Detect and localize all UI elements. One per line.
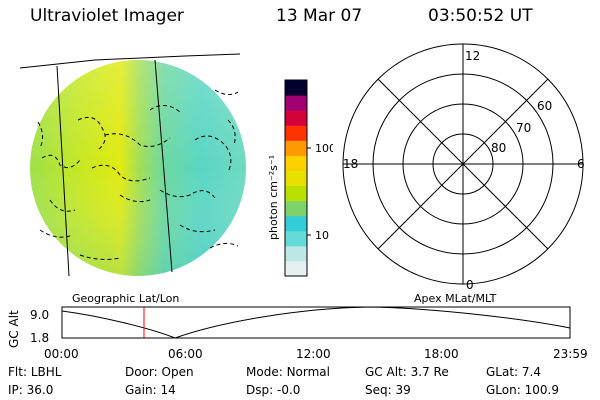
uv-earth-image bbox=[19, 53, 246, 277]
colorbar-band bbox=[285, 155, 307, 171]
orbit-ytick-9: 9.0 bbox=[30, 308, 49, 322]
longitude-lines bbox=[19, 53, 241, 277]
lat-label-70: 70 bbox=[516, 121, 531, 135]
orbit-xtick-2359: 23:59 bbox=[553, 347, 588, 361]
orbit-altitude-plot: GC Alt 9.0 1.8 00:00 06:00 12:00 18:00 2… bbox=[7, 306, 588, 361]
colorbar-label: photon cm⁻²s⁻¹ bbox=[267, 155, 280, 240]
colorbar-band bbox=[285, 260, 307, 277]
info-dsp: Dsp: -0.0 bbox=[246, 383, 301, 397]
lat-label-80: 80 bbox=[491, 141, 506, 155]
colorbar-band bbox=[285, 110, 307, 126]
orbit-xtick-1200: 12:00 bbox=[296, 347, 331, 361]
colorbar-band bbox=[285, 80, 307, 96]
colorbar-band bbox=[285, 230, 307, 247]
orbit-xtick-1800: 18:00 bbox=[424, 347, 459, 361]
altitude-curve bbox=[61, 306, 571, 339]
orbit-xtick-0000: 00:00 bbox=[44, 347, 79, 361]
lat-label-60: 60 bbox=[537, 99, 552, 113]
info-glat: GLat: 7.4 bbox=[486, 365, 542, 379]
observation-time: 03:50:52 UT bbox=[428, 6, 533, 26]
info-mode: Mode: Normal bbox=[246, 365, 330, 379]
info-seq: Seq: 39 bbox=[365, 383, 411, 397]
info-gc-alt: GC Alt: 3.7 Re bbox=[365, 365, 449, 379]
info-gain: Gain: 14 bbox=[125, 383, 176, 397]
colorbar-band bbox=[285, 125, 307, 141]
colorbar-tick-10: 10 bbox=[315, 229, 329, 242]
mlt-label-6: 6 bbox=[577, 157, 585, 171]
colorbar: 100 10 photon cm⁻²s⁻¹ bbox=[267, 79, 333, 277]
colorbar-bands bbox=[285, 80, 307, 277]
orbit-ylabel: GC Alt bbox=[7, 310, 21, 348]
colorbar-band bbox=[285, 245, 307, 262]
colorbar-band bbox=[285, 185, 307, 202]
info-door: Door: Open bbox=[125, 365, 194, 379]
geographic-label: Geographic Lat/Lon bbox=[72, 292, 180, 305]
page-title: Ultraviolet Imager bbox=[30, 6, 184, 26]
colorbar-band bbox=[285, 215, 307, 232]
colorbar-ticks bbox=[307, 147, 311, 236]
colorbar-band bbox=[285, 95, 307, 111]
orbit-frame bbox=[61, 306, 571, 339]
mlt-label-12: 12 bbox=[465, 49, 480, 63]
colorbar-band bbox=[285, 200, 307, 217]
colorbar-tick-100: 100 bbox=[315, 142, 333, 155]
observation-date: 13 Mar 07 bbox=[276, 6, 363, 26]
orbit-ytick-1-8: 1.8 bbox=[30, 331, 49, 345]
orbit-xtick-0600: 06:00 bbox=[168, 347, 203, 361]
mlt-label-18: 18 bbox=[343, 157, 358, 171]
info-flt: Flt: LBHL bbox=[8, 365, 62, 379]
polar-mlat-mlt-plot: 12 18 6 0 60 70 80 bbox=[342, 43, 585, 292]
coastlines bbox=[37, 89, 239, 260]
info-glon: GLon: 100.9 bbox=[486, 383, 559, 397]
mlt-label-0: 0 bbox=[466, 278, 474, 292]
apex-label: Apex MLat/MLT bbox=[414, 292, 497, 305]
colorbar-band bbox=[285, 140, 307, 156]
info-ip: IP: 36.0 bbox=[8, 383, 54, 397]
colorbar-band bbox=[285, 170, 307, 187]
